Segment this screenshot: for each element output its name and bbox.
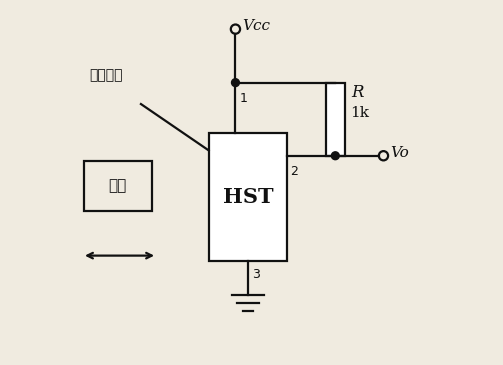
Text: 磁感应面: 磁感应面 xyxy=(89,69,123,82)
Text: R: R xyxy=(351,84,364,101)
Text: HST: HST xyxy=(223,187,273,207)
Circle shape xyxy=(231,79,239,87)
Bar xyxy=(209,132,287,261)
Text: 2: 2 xyxy=(290,165,298,178)
Text: 3: 3 xyxy=(252,268,260,281)
Text: 1: 1 xyxy=(240,92,247,104)
Text: 1k: 1k xyxy=(350,106,369,120)
Text: Vcc: Vcc xyxy=(242,19,270,33)
Bar xyxy=(84,161,151,211)
Circle shape xyxy=(331,152,339,160)
Text: Vo: Vo xyxy=(390,146,408,160)
Bar xyxy=(326,82,345,156)
Text: 磁铁: 磁铁 xyxy=(109,178,127,193)
